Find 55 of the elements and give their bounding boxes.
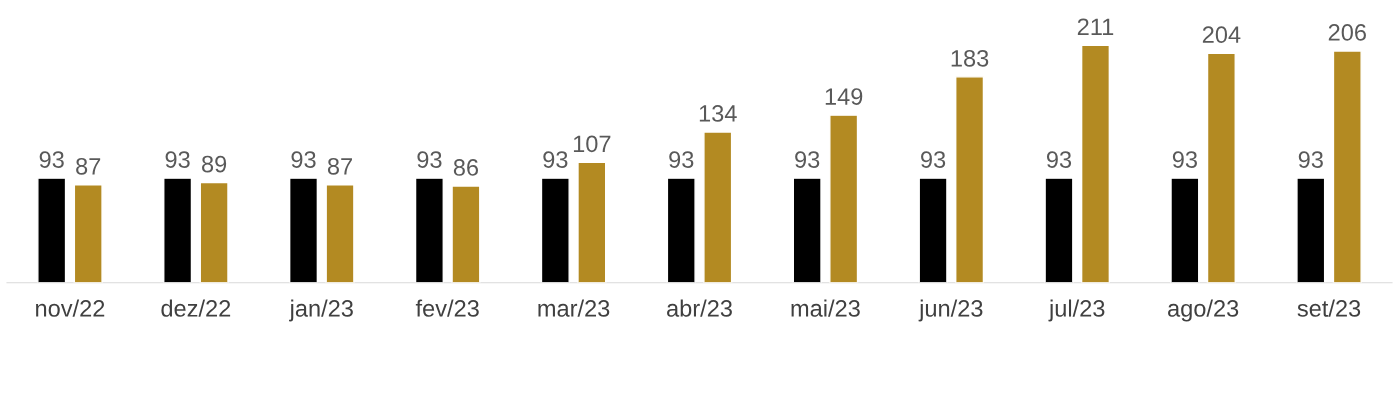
x-tick-label: ago/23 [1168, 299, 1239, 322]
bar [37, 177, 67, 283]
x-tick-label: mai/23 [791, 299, 860, 317]
bar [288, 177, 319, 283]
bar [163, 177, 193, 283]
bar [918, 177, 948, 283]
bar [73, 184, 103, 283]
x-tick-label: set/23 [1297, 299, 1361, 317]
bar [1296, 177, 1326, 283]
x-tick-label: dez/22 [161, 299, 231, 317]
data-label: 93 [543, 151, 568, 168]
data-label: 93 [795, 151, 820, 168]
data-label: 93 [669, 151, 694, 168]
bar [829, 114, 859, 283]
data-label: 93 [1298, 151, 1323, 168]
bar [577, 161, 607, 283]
x-tick-label: jul/23 [1048, 299, 1105, 322]
data-label: 93 [921, 151, 946, 168]
x-tick-label: jan/23 [289, 299, 353, 322]
bar [540, 177, 570, 283]
bar [1206, 52, 1236, 283]
x-tick-label: mar/23 [538, 299, 610, 317]
bar [414, 177, 444, 283]
data-label: 93 [1046, 151, 1072, 168]
x-tick-label: jun/23 [918, 299, 983, 322]
bar [703, 131, 733, 283]
bar [199, 181, 229, 283]
x-tick-label: abr/23 [667, 299, 732, 317]
bar [451, 185, 481, 283]
data-label: 93 [165, 151, 190, 168]
bar [1332, 50, 1362, 283]
bar [1170, 177, 1200, 283]
data-label: 107 [573, 135, 611, 153]
data-label: 93 [39, 151, 64, 168]
data-label: 134 [699, 105, 737, 122]
data-label: 89 [202, 155, 227, 173]
data-label: 211 [1077, 18, 1114, 35]
bar [1044, 177, 1074, 283]
data-label: 87 [327, 157, 352, 175]
x-tick-label: fev/23 [415, 299, 479, 317]
data-label: 149 [825, 88, 863, 105]
bar [1080, 44, 1111, 283]
data-label: 86 [453, 159, 479, 176]
bar [955, 76, 985, 283]
data-label: 93 [417, 151, 442, 168]
data-label: 204 [1202, 26, 1241, 44]
x-tick-label: nov/22 [36, 299, 105, 317]
bar [666, 177, 696, 283]
bar [325, 184, 355, 283]
bar [792, 177, 822, 283]
data-label: 206 [1328, 24, 1366, 41]
data-label: 183 [951, 49, 989, 67]
data-label: 87 [76, 157, 101, 175]
data-label: 93 [291, 151, 316, 168]
data-label: 93 [1172, 151, 1197, 168]
